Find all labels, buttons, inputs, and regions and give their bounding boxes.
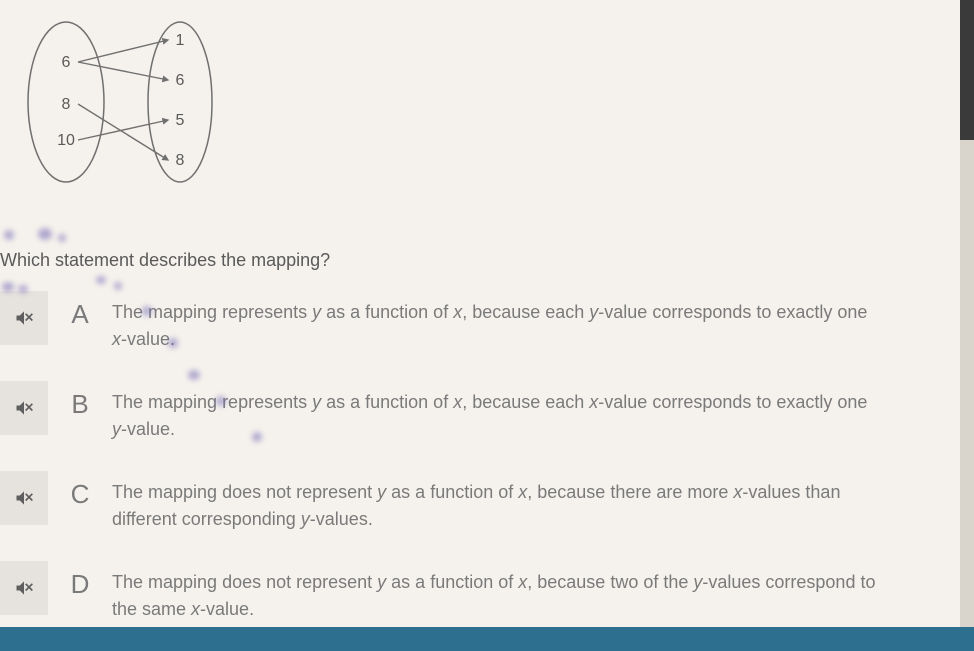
svg-text:10: 10: [57, 132, 75, 149]
read-aloud-button[interactable]: [0, 561, 48, 615]
question-text: Which statement describes the mapping?: [0, 250, 974, 271]
speaker-muted-icon: [14, 488, 34, 508]
svg-text:5: 5: [176, 112, 185, 129]
option-text: The mapping represents y as a function o…: [112, 381, 932, 443]
option-letter: A: [48, 291, 112, 330]
scrollbar-thumb[interactable]: [960, 0, 974, 140]
read-aloud-button[interactable]: [0, 471, 48, 525]
option-text: The mapping does not represent y as a fu…: [112, 561, 932, 623]
option-row-d[interactable]: DThe mapping does not represent y as a f…: [0, 561, 974, 623]
option-text: The mapping represents y as a function o…: [112, 291, 932, 353]
svg-text:6: 6: [176, 72, 185, 89]
footer-bar: [0, 627, 974, 651]
read-aloud-button[interactable]: [0, 381, 48, 435]
speaker-muted-icon: [14, 578, 34, 598]
speaker-muted-icon: [14, 398, 34, 418]
svg-text:8: 8: [176, 152, 185, 169]
option-row-c[interactable]: CThe mapping does not represent y as a f…: [0, 471, 974, 533]
option-text: The mapping does not represent y as a fu…: [112, 471, 932, 533]
speaker-muted-icon: [14, 308, 34, 328]
option-letter: D: [48, 561, 112, 600]
option-letter: B: [48, 381, 112, 420]
option-row-a[interactable]: AThe mapping represents y as a function …: [0, 291, 974, 353]
option-row-b[interactable]: BThe mapping represents y as a function …: [0, 381, 974, 443]
svg-text:6: 6: [62, 54, 71, 71]
answer-options: AThe mapping represents y as a function …: [0, 291, 974, 623]
svg-text:1: 1: [176, 32, 185, 49]
svg-text:8: 8: [62, 96, 71, 113]
read-aloud-button[interactable]: [0, 291, 48, 345]
mapping-diagram: 6 8 10 1 6 5 8: [18, 10, 238, 190]
option-letter: C: [48, 471, 112, 510]
